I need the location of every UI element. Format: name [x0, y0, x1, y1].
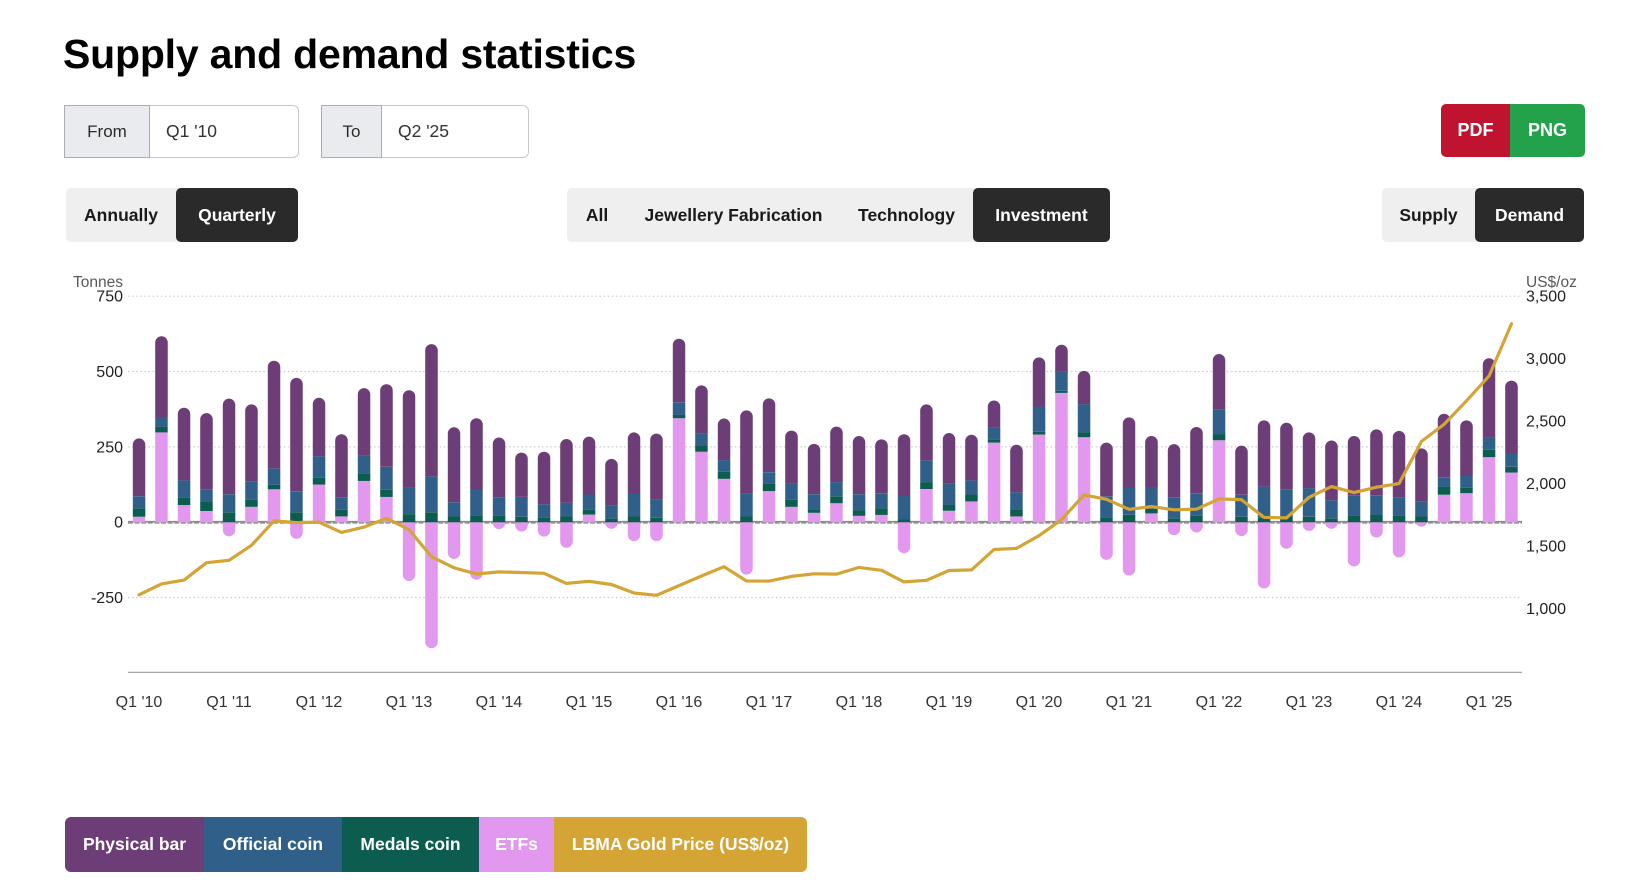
svg-text:US$/oz: US$/oz: [1526, 274, 1577, 291]
svg-text:0: 0: [114, 515, 123, 532]
svg-text:3,500: 3,500: [1526, 289, 1566, 306]
svg-text:2,500: 2,500: [1526, 414, 1566, 431]
svg-text:Q1 '17: Q1 '17: [746, 694, 793, 711]
svg-text:Q1 '24: Q1 '24: [1376, 694, 1423, 711]
svg-text:3,000: 3,000: [1526, 351, 1566, 368]
svg-text:Q1 '25: Q1 '25: [1466, 694, 1513, 711]
svg-text:Q1 '15: Q1 '15: [566, 694, 613, 711]
svg-text:Q1 '13: Q1 '13: [386, 694, 433, 711]
svg-text:Q1 '22: Q1 '22: [1196, 694, 1243, 711]
svg-text:2,000: 2,000: [1526, 476, 1566, 493]
svg-text:1,500: 1,500: [1526, 539, 1566, 556]
svg-text:Q1 '14: Q1 '14: [476, 694, 523, 711]
svg-text:Q1 '10: Q1 '10: [116, 694, 163, 711]
svg-text:Tonnes: Tonnes: [73, 274, 123, 291]
svg-text:Q1 '18: Q1 '18: [836, 694, 883, 711]
svg-text:750: 750: [96, 289, 123, 306]
svg-text:Q1 '16: Q1 '16: [656, 694, 703, 711]
svg-text:Q1 '11: Q1 '11: [206, 694, 252, 711]
svg-text:Q1 '21: Q1 '21: [1106, 694, 1153, 711]
svg-text:1,000: 1,000: [1526, 601, 1566, 618]
svg-text:Q1 '20: Q1 '20: [1016, 694, 1063, 711]
svg-text:Q1 '12: Q1 '12: [296, 694, 343, 711]
svg-text:-250: -250: [91, 590, 123, 607]
svg-text:Q1 '23: Q1 '23: [1286, 694, 1333, 711]
svg-text:250: 250: [96, 439, 123, 456]
svg-text:500: 500: [96, 364, 123, 381]
svg-text:Q1 '19: Q1 '19: [926, 694, 973, 711]
